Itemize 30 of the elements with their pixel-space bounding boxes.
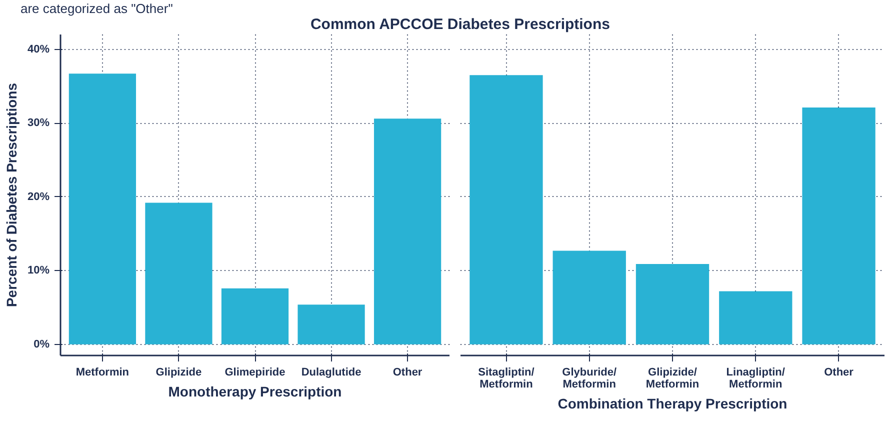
- x-axis-title: Monotherapy Prescription: [168, 384, 342, 400]
- bar: [552, 250, 626, 344]
- bar: [470, 75, 543, 344]
- y-tick-label: 40%: [27, 43, 50, 56]
- x-tick-label: Sitagliptin/Metformin: [478, 366, 534, 390]
- y-tick-label: 30%: [27, 117, 50, 130]
- bar: [636, 264, 710, 344]
- y-tick-label: 10%: [27, 264, 50, 277]
- x-tick-label: Glimepiride: [224, 366, 286, 378]
- x-tick-label: Metformin: [76, 366, 130, 378]
- y-tick-label: 0%: [34, 338, 50, 350]
- x-tick-label: Glipizide: [156, 366, 202, 378]
- text: are categorized as "Other": [20, 1, 174, 16]
- bar: [719, 291, 792, 344]
- bar: [802, 108, 876, 344]
- y-tick-label: 20%: [27, 190, 50, 203]
- bar: [145, 202, 212, 344]
- x-tick-label: Other: [392, 366, 423, 378]
- chart-title: Common APCCOE Diabetes Prescriptions: [310, 16, 610, 33]
- x-tick-label: Other: [824, 366, 854, 378]
- y-axis-title: Percent of Diabetes Prescriptions: [3, 82, 20, 308]
- bar: [68, 74, 136, 344]
- bar: [374, 118, 442, 344]
- bar: [298, 304, 365, 344]
- bar: [221, 288, 289, 344]
- x-tick-label: Glipizide/Metformin: [646, 366, 700, 390]
- x-tick-label: Glyburide/Metformin: [562, 366, 617, 390]
- x-tick-label: Dulaglutide: [301, 366, 362, 378]
- x-tick-label: Linagliptin/Metformin: [726, 366, 785, 390]
- x-axis-title: Combination Therapy Prescription: [558, 396, 788, 412]
